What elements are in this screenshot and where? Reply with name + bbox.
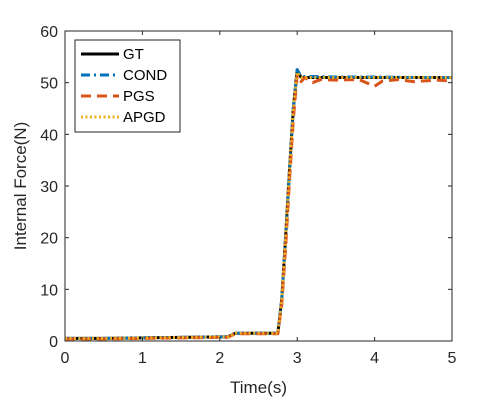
y-tick-label: 10 xyxy=(40,282,58,299)
x-tick-label: 5 xyxy=(448,350,457,367)
y-tick-label: 40 xyxy=(40,127,58,144)
series-layer xyxy=(65,68,453,341)
series-line-pgs xyxy=(65,73,453,341)
legend-label-apgd: APGD xyxy=(123,109,166,126)
x-tick-label: 0 xyxy=(61,350,70,367)
y-tick-label: 50 xyxy=(40,76,58,93)
legend-label-cond: COND xyxy=(123,67,167,84)
y-tick-label: 30 xyxy=(40,179,58,196)
y-tick-label: 0 xyxy=(49,334,58,351)
legend-label-pgs: PGS xyxy=(123,88,155,105)
series-line-apgd xyxy=(65,70,452,340)
y-tick-label: 60 xyxy=(40,24,58,41)
x-tick-label: 3 xyxy=(293,350,302,367)
x-tick-label: 1 xyxy=(138,350,147,367)
legend-label-gt: GT xyxy=(123,46,144,63)
x-axis-label: Time(s) xyxy=(230,378,287,397)
y-tick-label: 20 xyxy=(40,231,58,248)
legend: GT COND PGS APGD xyxy=(74,39,181,133)
y-axis-label: Internal Force(N) xyxy=(11,122,30,250)
x-tick-label: 2 xyxy=(215,350,224,367)
x-tick-label: 4 xyxy=(370,350,379,367)
